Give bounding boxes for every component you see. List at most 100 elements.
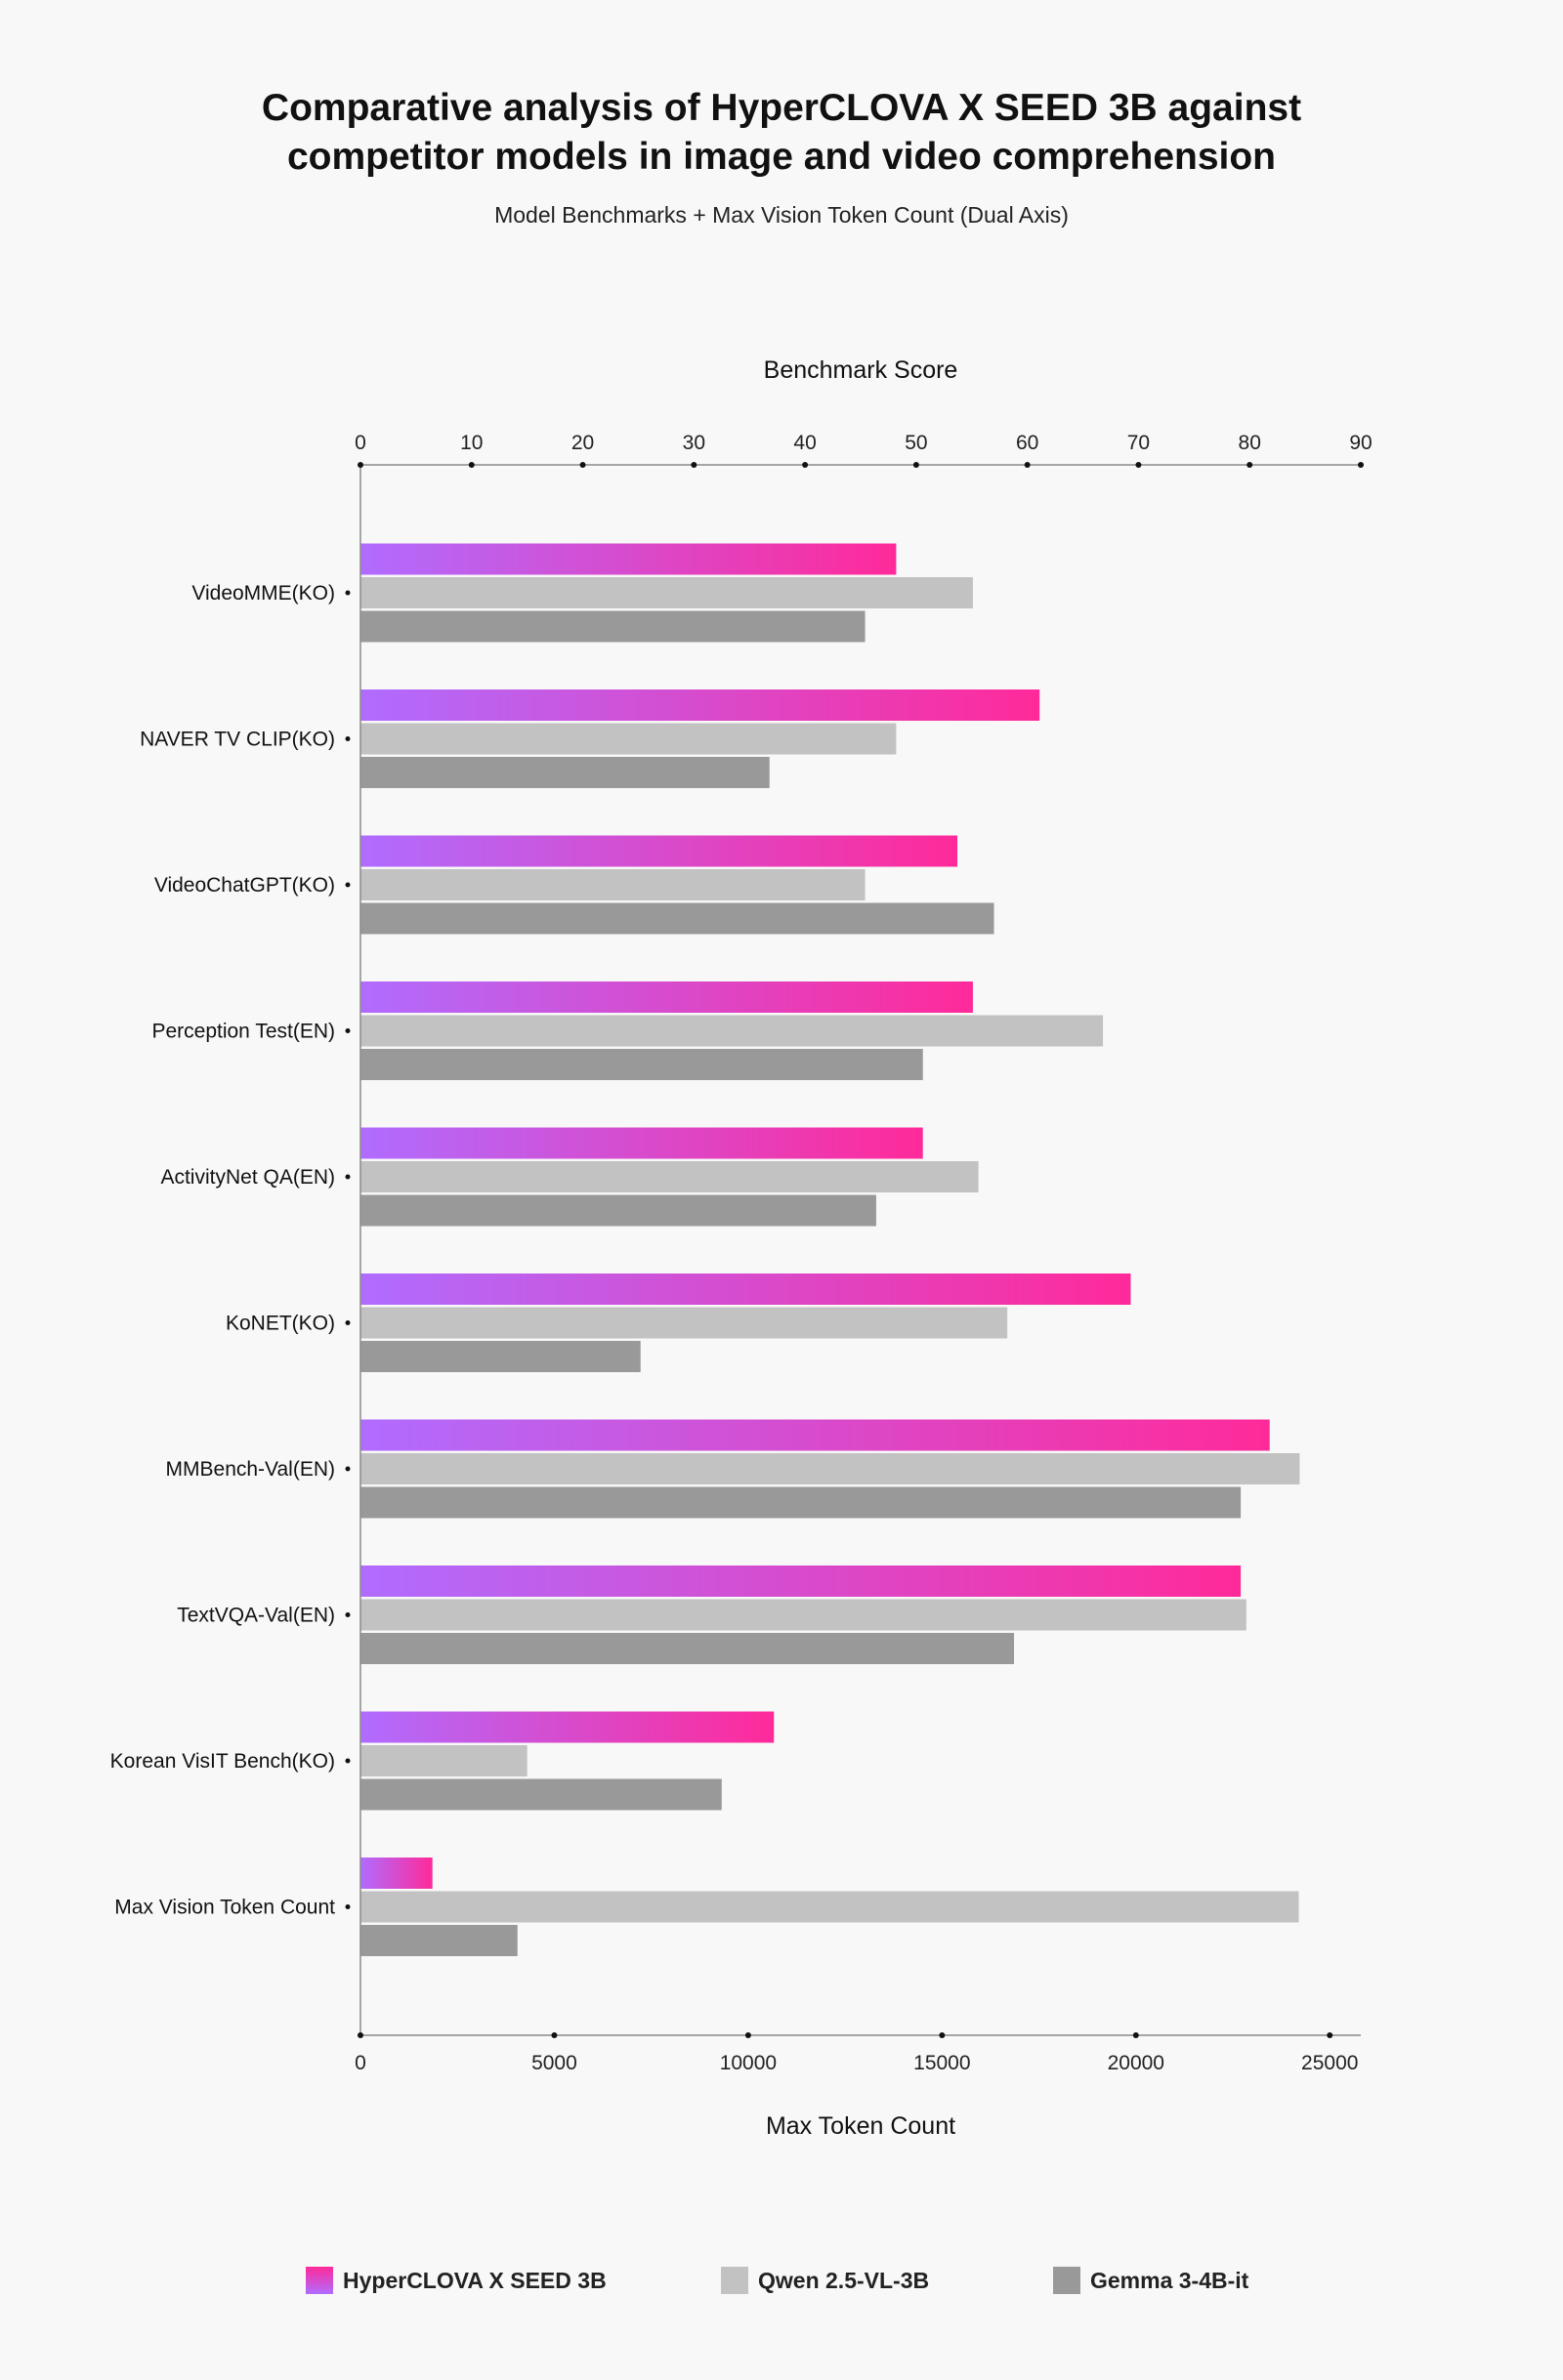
bottom-axis-tick xyxy=(358,2032,363,2038)
bar-qwen-2-5-vl-3b-korean-visit-bench-ko xyxy=(360,1745,528,1776)
top-axis-tick xyxy=(691,462,697,468)
bar-gemma-3-4b-it-activitynet-qa-en xyxy=(360,1194,876,1227)
bar-qwen-2-5-vl-3b-textvqa-val-en xyxy=(360,1599,1246,1631)
bottom-axis-tick xyxy=(1132,2032,1139,2038)
bar-gemma-3-4b-it-max-vision-token-count xyxy=(360,1925,518,1956)
bar-gemma-3-4b-it-textvqa-val-en xyxy=(360,1633,1015,1664)
bar-gemma-3-4b-it-perception-test-en xyxy=(360,1049,923,1080)
bottom-axis-tick-label: 0 xyxy=(355,2052,366,2074)
bar-hyperclova-x-seed-3b-videomme-ko xyxy=(360,543,897,575)
bottom-axis-tick-label: 10000 xyxy=(720,2052,777,2074)
chart-title-line-2: competitor models in image and video com… xyxy=(286,136,1277,178)
bar-qwen-2-5-vl-3b-naver-tv-clip-ko xyxy=(360,723,897,755)
top-axis-tick-label: 10 xyxy=(460,432,483,454)
category-label-videomme-ko: VideoMME(KO) xyxy=(191,582,335,605)
top-axis-tick-label: 50 xyxy=(905,432,927,454)
legend-swatch xyxy=(306,2267,333,2294)
top-axis-tick xyxy=(1024,462,1031,468)
bar-hyperclova-x-seed-3b-perception-test-en xyxy=(360,981,973,1013)
bottom-axis-tick-label: 20000 xyxy=(1108,2052,1164,2074)
bottom-axis-tick-label: 25000 xyxy=(1301,2052,1358,2074)
category-label-mmbench-val-en: MMBench-Val(EN) xyxy=(166,1458,335,1481)
legend: HyperCLOVA X SEED 3B Qwen 2.5-VL-3B Gemma … xyxy=(0,2264,1563,2303)
category-tick xyxy=(345,1758,351,1764)
legend-item-hyperclova-x-seed-3b: HyperCLOVA X SEED 3B xyxy=(306,2264,607,2297)
bottom-axis-tick xyxy=(939,2032,946,2038)
bar-hyperclova-x-seed-3b-konet-ko xyxy=(360,1274,1131,1305)
bar-qwen-2-5-vl-3b-activitynet-qa-en xyxy=(360,1161,979,1192)
bottom-axis-tick xyxy=(1327,2032,1333,2038)
category-tick xyxy=(345,1174,351,1180)
category-tick xyxy=(345,1904,351,1909)
bottom-axis-tick xyxy=(744,2032,751,2038)
category-label-textvqa-val-en: TextVQA-Val(EN) xyxy=(177,1605,335,1627)
category-label-videochatgpt-ko: VideoChatGPT(KO) xyxy=(154,874,335,897)
top-axis-tick-label: 90 xyxy=(1349,432,1372,454)
bar-hyperclova-x-seed-3b-max-vision-token-count xyxy=(360,1858,433,1889)
bar-qwen-2-5-vl-3b-videochatgpt-ko xyxy=(360,869,866,900)
top-axis-tick xyxy=(1358,462,1364,468)
legend-item-gemma-3-4b-it: Gemma 3-4B-it xyxy=(1053,2264,1248,2297)
bottom-axis-tick-label: 15000 xyxy=(913,2052,970,2074)
bar-gemma-3-4b-it-videochatgpt-ko xyxy=(360,902,994,935)
chart-title: Comparative analysis of HyperCLOVA X SEE… xyxy=(0,84,1563,182)
bar-hyperclova-x-seed-3b-mmbench-val-en xyxy=(360,1419,1270,1451)
bar-hyperclova-x-seed-3b-korean-visit-bench-ko xyxy=(360,1711,775,1743)
bar-qwen-2-5-vl-3b-max-vision-token-count xyxy=(360,1891,1299,1923)
bar-qwen-2-5-vl-3b-konet-ko xyxy=(360,1307,1008,1339)
category-label-naver-tv-clip-ko: NAVER TV CLIP(KO) xyxy=(140,729,335,751)
bottom-axis-title: Max Token Count xyxy=(766,2112,955,2140)
top-axis-tick-label: 40 xyxy=(793,432,816,454)
category-label-perception-test-en: Perception Test(EN) xyxy=(151,1021,335,1043)
category-tick xyxy=(345,1320,351,1325)
chart-subtitle: Model Benchmarks + Max Vision Token Coun… xyxy=(494,202,1069,228)
legend-item-qwen-2-5-vl-3b: Qwen 2.5-VL-3B xyxy=(721,2264,929,2297)
legend-swatch xyxy=(1053,2267,1080,2294)
category-tick xyxy=(345,590,351,596)
bar-gemma-3-4b-it-konet-ko xyxy=(360,1341,641,1372)
bar-gemma-3-4b-it-mmbench-val-en xyxy=(360,1486,1242,1519)
top-axis-tick xyxy=(1246,462,1253,468)
category-tick xyxy=(345,882,351,888)
legend-swatch xyxy=(721,2267,748,2294)
top-axis-tick xyxy=(802,462,809,468)
bar-hyperclova-x-seed-3b-activitynet-qa-en xyxy=(360,1127,923,1159)
top-axis-tick xyxy=(468,462,475,468)
bottom-axis-tick xyxy=(551,2032,558,2038)
top-axis-tick xyxy=(579,462,586,468)
legend-label: HyperCLOVA X SEED 3B xyxy=(343,2267,607,2293)
top-axis-tick-label: 30 xyxy=(683,432,705,454)
bar-gemma-3-4b-it-naver-tv-clip-ko xyxy=(360,757,770,788)
bar-qwen-2-5-vl-3b-videomme-ko xyxy=(360,577,973,608)
category-label-activitynet-qa-en: ActivityNet QA(EN) xyxy=(160,1166,335,1189)
bar-gemma-3-4b-it-videomme-ko xyxy=(360,610,866,643)
top-axis-tick-label: 60 xyxy=(1016,432,1038,454)
category-tick xyxy=(345,1466,351,1472)
bar-gemma-3-4b-it-korean-visit-bench-ko xyxy=(360,1778,722,1811)
bar-hyperclova-x-seed-3b-naver-tv-clip-ko xyxy=(360,689,1040,721)
legend-label: Gemma 3-4B-it xyxy=(1090,2267,1249,2293)
legend-label: Qwen 2.5-VL-3B xyxy=(758,2267,930,2293)
category-label-korean-visit-bench-ko: Korean VisIT Bench(KO) xyxy=(110,1750,335,1773)
chart-title-line-1: Comparative analysis of HyperCLOVA X SEE… xyxy=(261,87,1302,129)
bar-hyperclova-x-seed-3b-videochatgpt-ko xyxy=(360,835,957,867)
top-axis-tick xyxy=(1135,462,1142,468)
category-tick xyxy=(345,1028,351,1033)
top-axis-tick-label: 20 xyxy=(571,432,594,454)
top-axis-tick xyxy=(358,462,363,468)
bar-qwen-2-5-vl-3b-perception-test-en xyxy=(360,1015,1104,1047)
bar-hyperclova-x-seed-3b-textvqa-val-en xyxy=(360,1566,1242,1597)
top-axis-tick xyxy=(912,462,919,468)
top-axis-tick-label: 0 xyxy=(355,432,366,454)
category-tick xyxy=(345,1612,351,1617)
bottom-axis-tick-label: 5000 xyxy=(531,2052,577,2074)
top-axis-title: Benchmark Score xyxy=(764,356,958,384)
bar-qwen-2-5-vl-3b-mmbench-val-en xyxy=(360,1453,1300,1484)
top-axis-tick-label: 80 xyxy=(1239,432,1261,454)
category-label-konet-ko: KoNET(KO) xyxy=(226,1313,335,1335)
category-tick xyxy=(345,736,351,741)
category-label-max-vision-token-count: Max Vision Token Count xyxy=(114,1897,335,1919)
top-axis-tick-label: 70 xyxy=(1127,432,1150,454)
